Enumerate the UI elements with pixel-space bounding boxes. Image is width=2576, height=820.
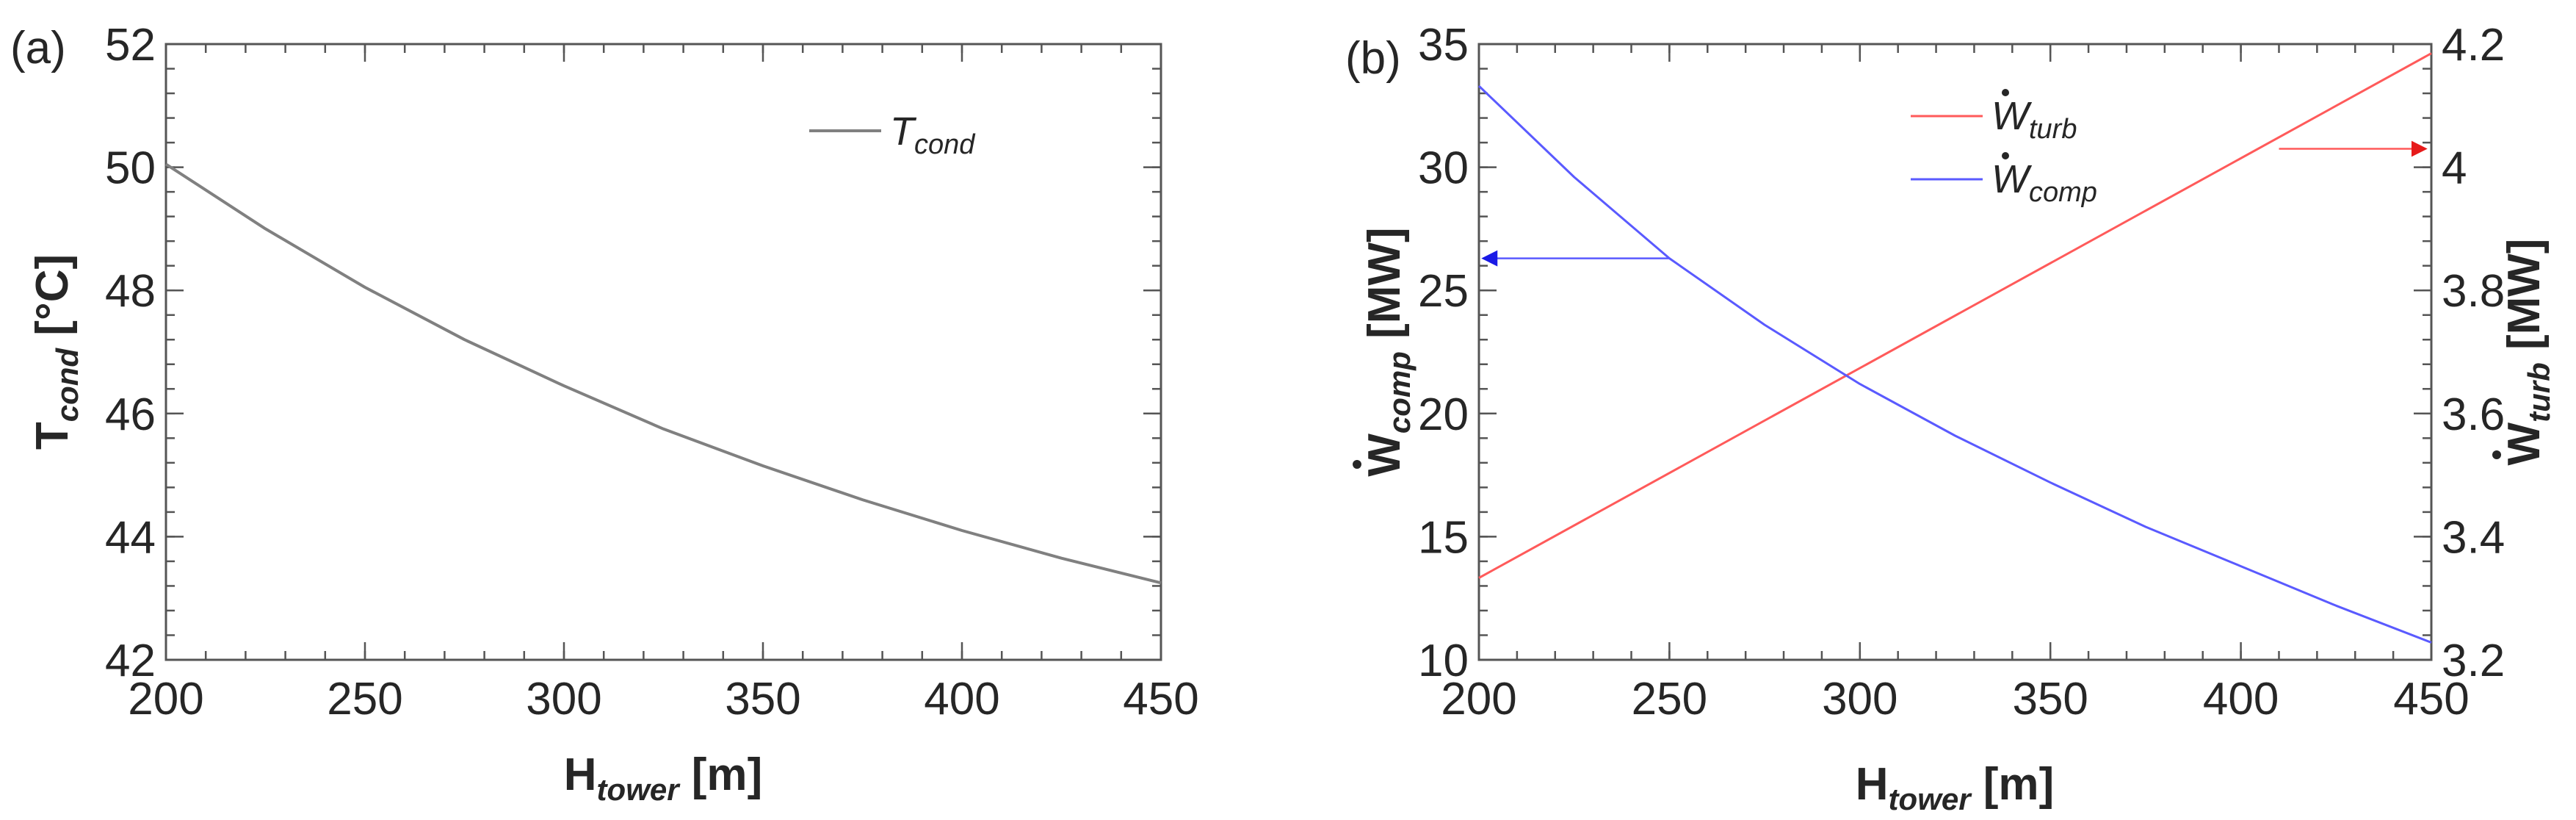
legend-wturb-sub: turb <box>2029 114 2077 145</box>
legend-wcomp-label: Wcomp <box>1991 157 2097 208</box>
legend-wcomp-main: W <box>1991 157 2033 201</box>
b-ytick-right-label: 4.2 <box>2442 20 2505 71</box>
legend-tcond-sub: cond <box>914 129 976 160</box>
b-ylabel-right-unit: [MW] <box>2499 239 2550 363</box>
a-xlabel-unit: [m] <box>679 749 763 800</box>
b-xlabel-sub: tower <box>1889 782 1973 816</box>
panel-a-ticks: 200 250 300 350 400 450 42 44 46 48 50 52 <box>105 20 1199 724</box>
a-xtick-label: 300 <box>526 674 601 724</box>
a-xtick-label: 350 <box>725 674 800 724</box>
b-ytick-right-label: 3.4 <box>2442 512 2505 563</box>
b-ytick-right-label: 3.6 <box>2442 389 2505 440</box>
panel-a-legend: Tcond <box>809 109 976 160</box>
b-ylabel-left-main: W <box>1359 434 1410 477</box>
b-ylabel-right-dot <box>2492 450 2501 459</box>
b-ytick-left-label: 20 <box>1418 389 1469 440</box>
b-xtick-label: 400 <box>2203 674 2279 724</box>
a-xtick-label: 400 <box>924 674 999 724</box>
b-ytick-left-label: 30 <box>1418 143 1469 194</box>
a-ylabel-main: T <box>27 422 78 450</box>
b-ytick-left-label: 35 <box>1418 20 1469 71</box>
panel-b-y-left-title: Wcomp [MW] <box>1353 227 1417 477</box>
b-ylabel-left-dot <box>1353 460 1361 469</box>
panel-a-y-title: Tcond [°C] <box>27 254 84 450</box>
b-xtick-label: 300 <box>1822 674 1897 724</box>
a-ytick-label: 50 <box>105 143 156 194</box>
b-ylabel-right-text: Wturb [MW] <box>2499 239 2556 466</box>
panel-b-series <box>1477 52 2432 644</box>
b-ytick-right-label: 4 <box>2442 143 2467 194</box>
series-tcond-line <box>164 162 1162 585</box>
b-ylabel-left-text: Wcomp [MW] <box>1359 227 1417 476</box>
panel-a: (a) 200 250 300 350 400 450 42 44 46 48 50 52 Tcond… <box>10 20 1199 807</box>
a-ytick-label: 48 <box>105 266 156 317</box>
a-ytick-label: 46 <box>105 389 156 440</box>
b-xtick-label: 200 <box>1441 674 1516 724</box>
legend-wturb-label: Wturb <box>1991 94 2077 145</box>
a-xtick-label: 200 <box>128 674 203 724</box>
b-xlabel-main: H <box>1856 759 1889 810</box>
panel-a-label: (a) <box>10 23 66 73</box>
legend-wturb-dot <box>2002 89 2009 96</box>
legend-tcond-label: Tcond <box>890 109 976 160</box>
panel-b-arrows <box>1481 140 2428 267</box>
panel-a-series <box>164 162 1162 585</box>
b-ylabel-left-sub: comp <box>1382 351 1417 434</box>
series-wcomp-line <box>1477 84 2432 644</box>
legend-tcond-main: T <box>890 109 917 154</box>
panel-a-frame <box>164 43 1162 661</box>
panel-b-legend: Wturb Wcomp <box>1911 89 2097 208</box>
panel-b-x-title: Htower [m] <box>1856 759 2054 816</box>
legend-wcomp-sub: comp <box>2029 177 2097 208</box>
b-ytick-left-label: 15 <box>1418 512 1469 563</box>
a-xtick-label: 250 <box>327 674 402 724</box>
panel-b-frame <box>1477 43 2433 661</box>
b-ylabel-left-unit: [MW] <box>1359 227 1410 351</box>
panel-a-x-title: Htower [m] <box>564 749 762 807</box>
a-ytick-label: 52 <box>105 20 156 71</box>
b-ylabel-right-sub: turb <box>2522 362 2556 422</box>
b-ylabel-right-main: W <box>2499 422 2550 465</box>
b-xlabel-unit: [m] <box>1971 759 2055 810</box>
panel-b-label: (b) <box>1345 33 1401 84</box>
a-ylabel-sub: cond <box>50 348 84 422</box>
panel-b-ticks: 200 250 300 350 400 450 10 15 20 25 30 35 3.2 3.4 3.6 3… <box>1418 20 2505 724</box>
b-ytick-left-label: 10 <box>1418 636 1469 686</box>
b-ytick-left-label: 25 <box>1418 266 1469 317</box>
a-ytick-label: 42 <box>105 636 156 686</box>
b-xtick-label: 350 <box>2012 674 2088 724</box>
a-ylabel-unit: [°C] <box>27 254 78 348</box>
a-ytick-label: 44 <box>105 512 156 563</box>
b-xtick-label: 450 <box>2393 674 2469 724</box>
a-xlabel-main: H <box>564 749 597 800</box>
legend-wturb-main: W <box>1991 94 2033 138</box>
b-xtick-label: 250 <box>1632 674 1707 724</box>
a-xlabel-sub: tower <box>597 772 681 807</box>
series-wturb-line <box>1478 52 2432 579</box>
panel-b-y-right-title: Wturb [MW] <box>2492 239 2556 466</box>
a-xtick-label: 450 <box>1123 674 1198 724</box>
legend-wcomp-dot <box>2002 152 2009 159</box>
b-ytick-right-label: 3.8 <box>2442 266 2505 317</box>
panel-b: (b) 200 250 300 350 400 450 10 15 20 25 30 35 3.2 3.4… <box>1345 20 2556 816</box>
b-ytick-right-label: 3.2 <box>2442 636 2505 686</box>
